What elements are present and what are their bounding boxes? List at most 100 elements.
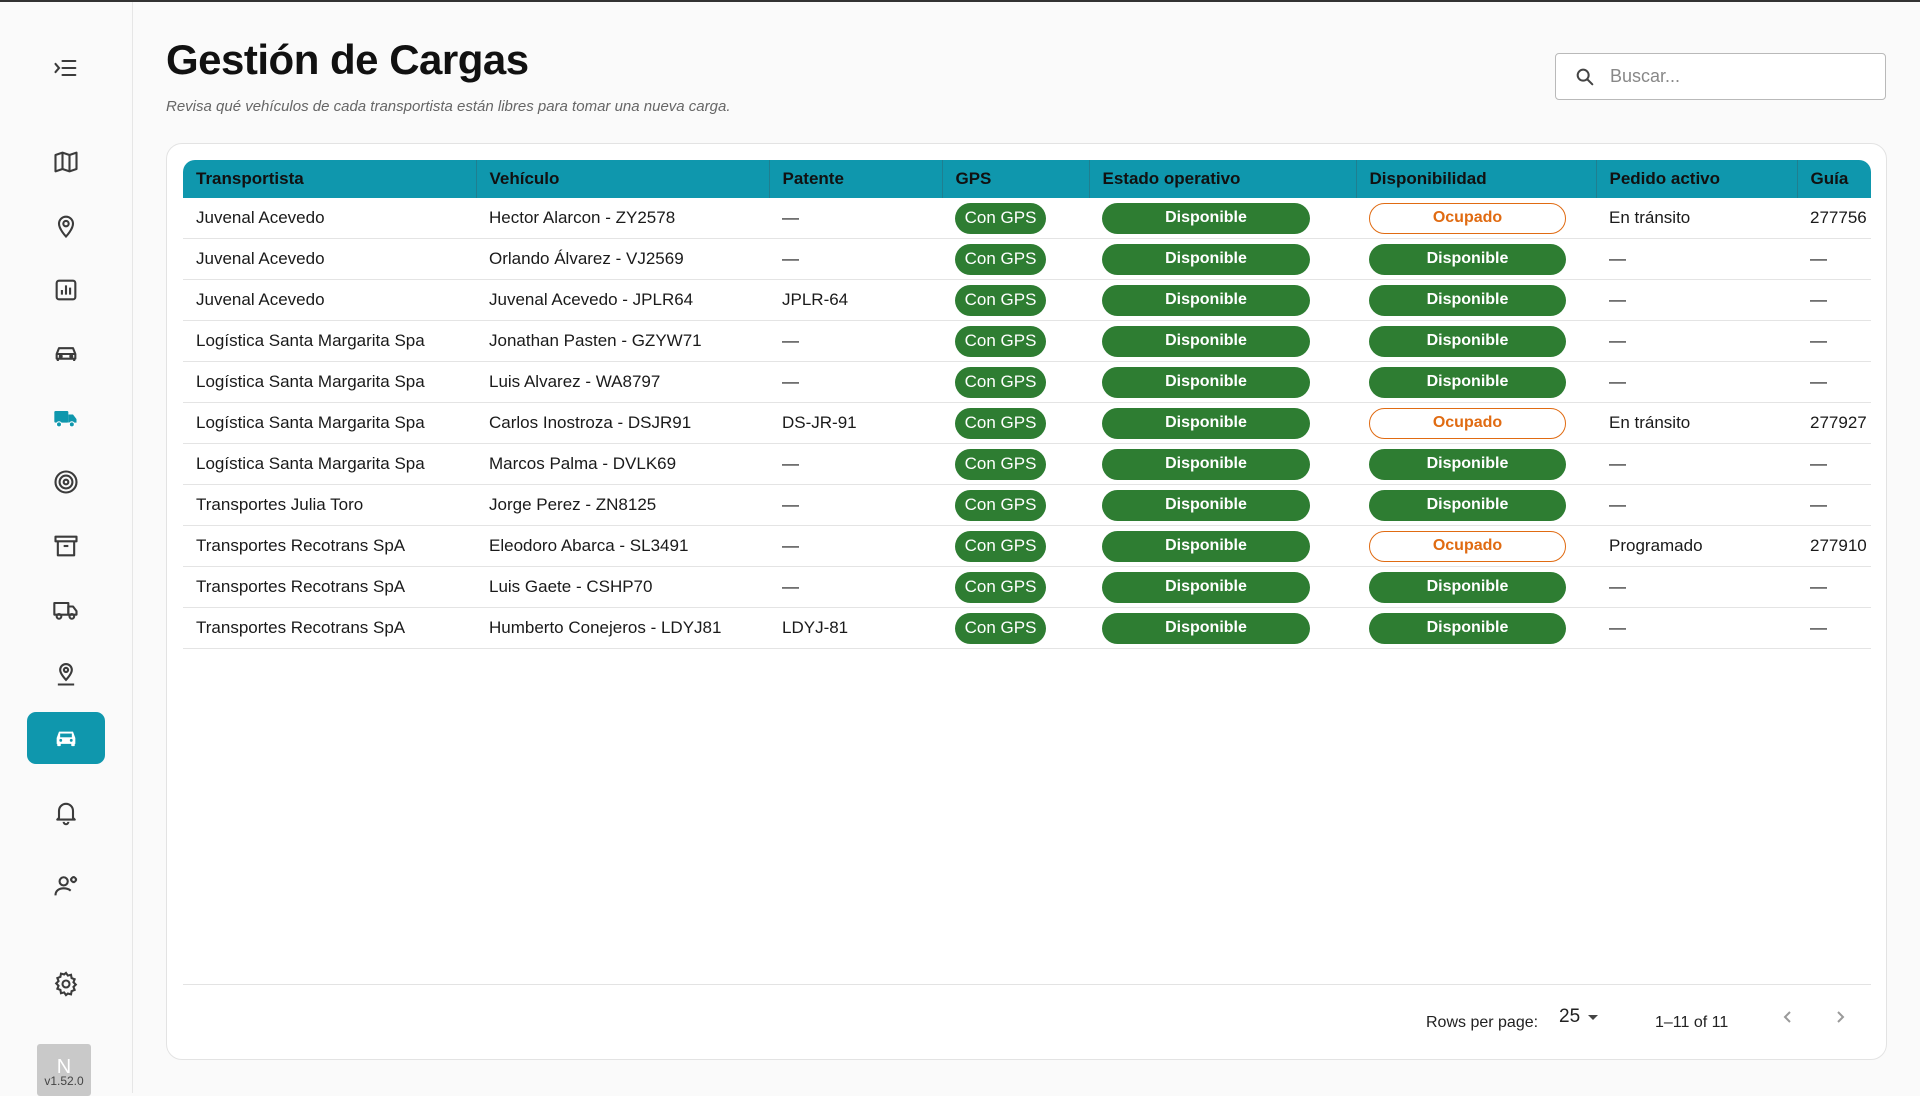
table-row[interactable]: Transportes Recotrans SpA Luis Gaete - CS… — [183, 566, 1871, 608]
disponibilidad-badge: Disponible — [1369, 366, 1566, 398]
cell-disponibilidad: Disponible — [1356, 320, 1596, 362]
table-row[interactable]: Juvenal Acevedo Hector Alarcon - ZY2578— C… — [183, 198, 1871, 239]
cell-pedido: — — [1596, 484, 1797, 526]
page-subtitle: Revisa qué vehículos de cada transportis… — [166, 98, 731, 115]
estado-badge: Disponible — [1102, 284, 1310, 316]
cell-vehiculo: Jorge Perez - ZN8125 — [476, 484, 769, 526]
cell-estado: Disponible — [1089, 484, 1356, 526]
prev-page-button[interactable] — [1773, 1002, 1803, 1032]
estado-badge: Disponible — [1102, 366, 1310, 398]
disponibilidad-badge: Disponible — [1369, 448, 1566, 480]
page-title: Gestión de Cargas — [166, 36, 529, 83]
gps-badge: Con GPS — [955, 571, 1046, 603]
cell-guia: — — [1797, 484, 1871, 526]
disponibilidad-badge: Ocupado — [1369, 407, 1566, 439]
cell-vehiculo: Carlos Inostroza - DSJR91 — [476, 402, 769, 444]
archive-icon[interactable] — [27, 520, 105, 572]
gps-badge: Con GPS — [955, 407, 1046, 439]
map-icon[interactable] — [27, 136, 105, 188]
table-row[interactable]: Logística Santa Margarita Spa Marcos Palm… — [183, 443, 1871, 485]
map-pin-icon[interactable] — [27, 648, 105, 700]
cell-guia: — — [1797, 607, 1871, 649]
delivery-truck-icon[interactable] — [27, 392, 105, 444]
table-row[interactable]: Juvenal Acevedo Orlando Álvarez - VJ2569—… — [183, 238, 1871, 280]
cell-disponibilidad: Disponible — [1356, 279, 1596, 321]
cell-transportista: Transportes Recotrans SpA — [183, 607, 476, 649]
cell-disponibilidad: Disponible — [1356, 238, 1596, 280]
cell-patente: JPLR-64 — [769, 279, 942, 321]
cell-transportista: Transportes Recotrans SpA — [183, 525, 476, 567]
col-header-transportista[interactable]: Transportista — [183, 160, 477, 198]
cell-estado: Disponible — [1089, 402, 1356, 444]
cell-pedido: En tránsito — [1596, 402, 1797, 444]
car-icon[interactable] — [27, 328, 105, 380]
estado-badge: Disponible — [1102, 612, 1310, 644]
gps-badge: Con GPS — [955, 489, 1046, 521]
app-version: v1.52.0 — [44, 1074, 84, 1088]
table-row[interactable]: Logística Santa Margarita Spa Carlos Inos… — [183, 402, 1871, 444]
gear-icon[interactable] — [27, 958, 105, 1010]
location-pin-icon[interactable] — [27, 200, 105, 252]
cell-gps: Con GPS — [942, 361, 1089, 403]
col-header-estado[interactable]: Estado operativo — [1089, 160, 1357, 198]
bar-chart-icon[interactable] — [27, 264, 105, 316]
estado-badge: Disponible — [1102, 407, 1310, 439]
cell-guia: — — [1797, 443, 1871, 485]
search-input[interactable] — [1608, 65, 1872, 88]
cell-pedido: — — [1596, 361, 1797, 403]
cell-disponibilidad: Disponible — [1356, 566, 1596, 608]
table-row[interactable]: Transportes Julia Toro Jorge Perez - ZN81… — [183, 484, 1871, 526]
avatar[interactable]: N v1.52.0 — [37, 1044, 91, 1096]
cell-transportista: Logística Santa Margarita Spa — [183, 361, 476, 403]
cell-patente: — — [769, 484, 942, 526]
cell-vehiculo: Humberto Conejeros - LDYJ81 — [476, 607, 769, 649]
cell-patente: — — [769, 238, 942, 280]
table-row[interactable]: Transportes Recotrans SpA Eleodoro Abarca… — [183, 525, 1871, 567]
col-header-gps[interactable]: GPS — [942, 160, 1090, 198]
col-header-disponibilidad[interactable]: Disponibilidad — [1356, 160, 1597, 198]
table-row[interactable]: Transportes Recotrans SpA Humberto Coneje… — [183, 607, 1871, 649]
cell-estado: Disponible — [1089, 198, 1356, 239]
cell-gps: Con GPS — [942, 198, 1089, 239]
col-header-guia[interactable]: Guía — [1797, 160, 1871, 198]
target-icon[interactable] — [27, 456, 105, 508]
menu-collapse-icon[interactable] — [27, 42, 105, 94]
search-box[interactable] — [1555, 53, 1886, 100]
estado-badge: Disponible — [1102, 571, 1310, 603]
col-header-patente[interactable]: Patente — [769, 160, 943, 198]
cell-transportista: Transportes Julia Toro — [183, 484, 476, 526]
table-row[interactable]: Logística Santa Margarita Spa Jonathan Pa… — [183, 320, 1871, 362]
table-wrapper: Transportista Vehículo Patente GPS Estad… — [183, 160, 1871, 649]
cell-disponibilidad: Disponible — [1356, 361, 1596, 403]
cell-estado: Disponible — [1089, 525, 1356, 567]
cell-guia: 277927 — [1797, 402, 1871, 444]
bell-icon[interactable] — [27, 786, 105, 838]
col-header-vehiculo[interactable]: Vehículo — [476, 160, 770, 198]
cell-guia: 277756 — [1797, 198, 1871, 239]
pagination-range: 1–11 of 11 — [1655, 1014, 1729, 1031]
table-row[interactable]: Juvenal Acevedo Juvenal Acevedo - JPLR64 J… — [183, 279, 1871, 321]
avatar-initial: N — [56, 1056, 72, 1078]
vehicles-card: Transportista Vehículo Patente GPS Estad… — [166, 143, 1887, 1060]
user-settings-icon[interactable] — [27, 860, 105, 912]
truck-icon[interactable] — [27, 584, 105, 636]
cell-transportista: Logística Santa Margarita Spa — [183, 443, 476, 485]
next-page-button[interactable] — [1825, 1002, 1855, 1032]
car-active-icon[interactable] — [27, 712, 105, 764]
cell-pedido: — — [1596, 320, 1797, 362]
cell-transportista: Juvenal Acevedo — [183, 238, 476, 280]
cell-estado: Disponible — [1089, 361, 1356, 403]
table-row[interactable]: Logística Santa Margarita Spa Luis Alvare… — [183, 361, 1871, 403]
cell-gps: Con GPS — [942, 525, 1089, 567]
cell-vehiculo: Orlando Álvarez - VJ2569 — [476, 238, 769, 280]
vehicles-table: Transportista Vehículo Patente GPS Estad… — [183, 160, 1871, 649]
cell-disponibilidad: Ocupado — [1356, 525, 1596, 567]
pagination-divider — [183, 984, 1871, 985]
cell-vehiculo: Marcos Palma - DVLK69 — [476, 443, 769, 485]
rows-per-page-select[interactable]: 25 — [1559, 1006, 1600, 1028]
cell-disponibilidad: Disponible — [1356, 484, 1596, 526]
gps-badge: Con GPS — [955, 284, 1046, 316]
col-header-pedido[interactable]: Pedido activo — [1596, 160, 1798, 198]
cell-pedido: En tránsito — [1596, 198, 1797, 239]
gps-badge: Con GPS — [955, 366, 1046, 398]
